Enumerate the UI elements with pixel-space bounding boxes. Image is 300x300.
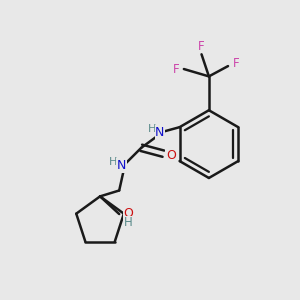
Text: H: H [148,124,156,134]
Text: O: O [124,207,134,220]
Text: N: N [117,159,126,172]
Text: F: F [233,57,240,70]
Text: N: N [155,126,164,139]
Text: O: O [166,149,176,162]
Text: F: F [173,62,180,76]
Text: H: H [109,157,118,166]
Text: H: H [124,216,132,230]
Text: F: F [198,40,205,52]
